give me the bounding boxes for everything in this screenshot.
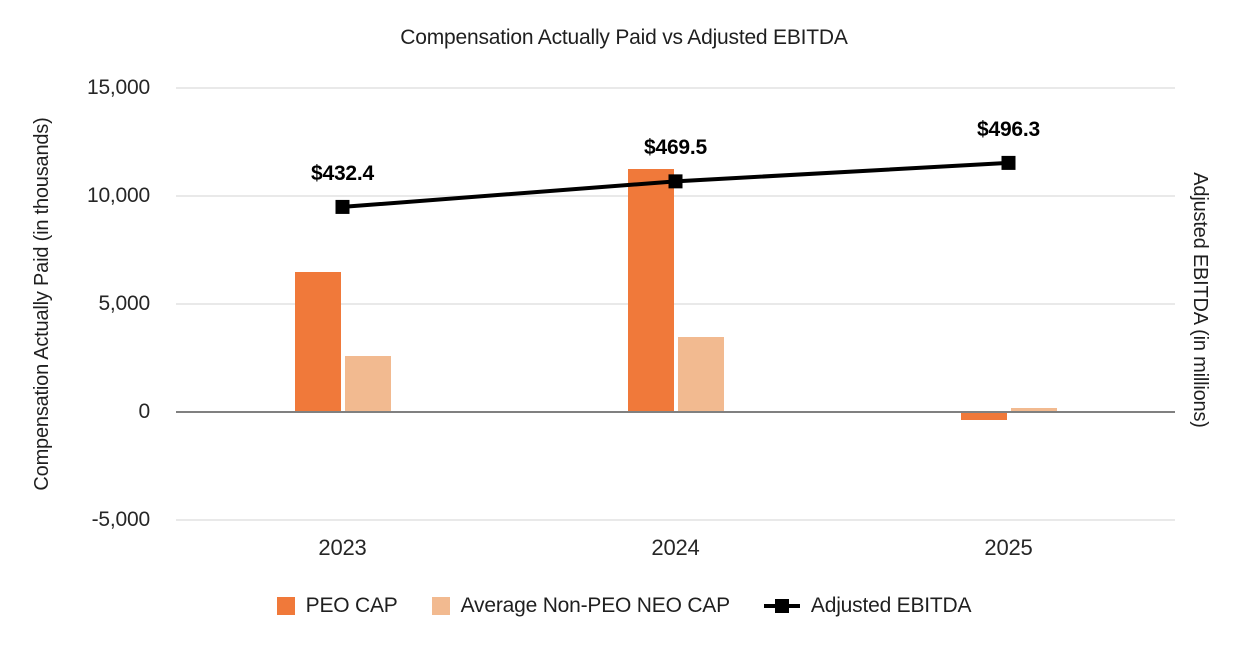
y-tick-label: 5,000 [98,292,150,315]
y-tick-label: -5,000 [91,508,151,531]
legend-marker-icon [774,599,789,613]
y-tick-label: 10,000 [86,184,150,207]
bar-average-non-peo-neo-cap-2024 [677,337,724,412]
legend-item-average-non-peo-neo-cap: Average Non-PEO NEO CAP [431,594,730,618]
legend-item-peo-cap: PEO CAP [276,594,398,618]
legend: PEO CAP Average Non-PEO NEO CAP Adjusted E… [0,594,1248,618]
y-tick-label: 15,000 [86,76,150,99]
legend-label: Adjusted EBITDA [810,594,972,617]
gridline [176,195,1175,197]
zero-axis-line [176,411,1175,413]
bar-peo-cap-2023 [294,271,341,412]
gridline [176,87,1175,89]
legend-swatch-icon [276,597,295,615]
bar-average-non-peo-neo-cap-2025 [1010,407,1057,412]
data-label-2025: $496.3 [976,117,1041,141]
legend-label: PEO CAP [305,594,398,617]
legend-swatch-icon [431,597,450,615]
adjusted-ebitda-marker-2023 [335,199,350,214]
bar-peo-cap-2024 [627,169,674,412]
x-tick-label-2023: 2023 [318,535,367,560]
adjusted-ebitda-marker-2024 [668,174,683,189]
data-label-2024: $469.5 [643,136,708,160]
bar-average-non-peo-neo-cap-2023 [344,355,391,412]
bar-peo-cap-2025 [960,412,1007,420]
adjusted-ebitda-marker-2025 [1001,155,1016,170]
legend-line-marker-icon [763,597,800,615]
x-tick-label-2025: 2025 [984,535,1033,560]
right-axis-title: Adjusted EBITDA (in millions) [1189,172,1211,428]
chart-title: Compensation Actually Paid vs Adjusted E… [400,26,848,49]
legend-label: Average Non-PEO NEO CAP [460,594,730,617]
legend-item-adjusted-ebitda: Adjusted EBITDA [763,594,972,618]
data-label-2023: $432.4 [310,161,375,185]
gridline [176,303,1175,305]
y-tick-label: 0 [138,400,151,423]
x-tick-label-2024: 2024 [651,535,700,560]
adjusted-ebitda-line [335,155,1016,214]
gridline [176,519,1175,521]
